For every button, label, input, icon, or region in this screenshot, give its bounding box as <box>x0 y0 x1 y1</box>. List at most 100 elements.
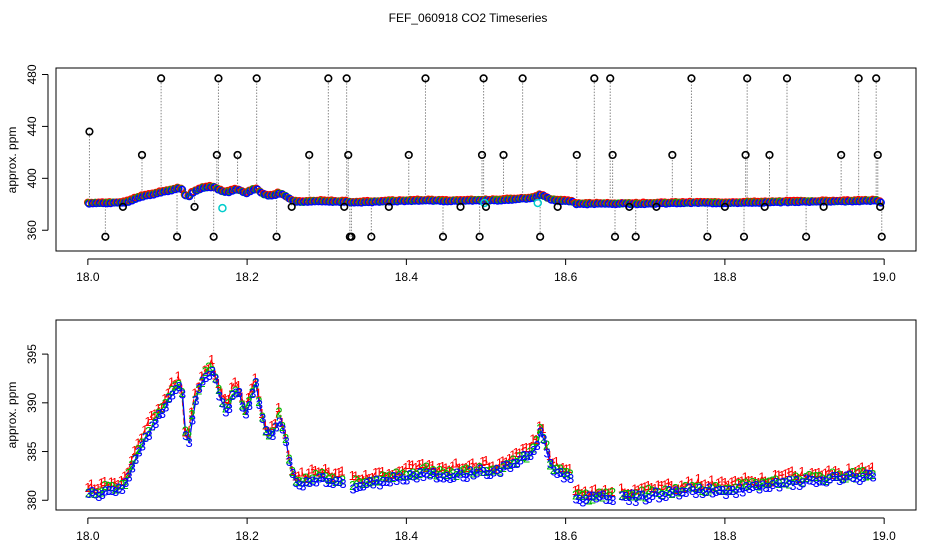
bottom-series-marker: 2 <box>178 385 185 400</box>
bottom-series-marker: 3 <box>863 466 870 481</box>
bottom-series-marker: 1 <box>852 464 859 479</box>
bottom-series-marker: 3 <box>393 473 400 488</box>
bottom-series-marker: 3 <box>635 488 642 503</box>
bottom-series-marker: 3 <box>586 488 593 503</box>
bottom-series-marker: 2 <box>456 464 463 479</box>
bottom-series-marker: 2 <box>652 485 659 500</box>
top-spike-point <box>252 74 261 83</box>
bottom-series-marker: 3 <box>799 476 806 491</box>
top-spike-point <box>118 202 127 211</box>
bottom-series-marker: 3 <box>609 493 616 508</box>
bottom-series-marker: 2 <box>832 469 839 484</box>
bottom-series-marker: 1 <box>772 467 779 482</box>
bottom-series-marker: 1 <box>429 458 436 473</box>
bottom-series-marker: 2 <box>255 394 262 409</box>
bottom-series-marker: 2 <box>128 458 135 473</box>
bottom-series-marker: 2 <box>426 466 433 481</box>
bottom-series-marker: 2 <box>182 424 189 439</box>
bottom-series-marker: 1 <box>151 407 158 422</box>
bottom-series-marker: 1 <box>395 464 402 479</box>
bottom-series-marker: 1 <box>572 483 579 498</box>
bottom-series-marker: 3 <box>689 483 696 498</box>
top-spike-point <box>782 74 792 83</box>
bottom-series-marker: 3 <box>189 413 196 428</box>
top-spike-point <box>610 232 620 241</box>
bottom-series-marker: 2 <box>329 471 336 486</box>
bottom-series-marker: 3 <box>192 393 199 408</box>
bottom-series-marker: 1 <box>335 465 342 480</box>
bottom-series-marker: 1 <box>178 382 185 397</box>
top-spike-point <box>837 150 846 160</box>
top-spike-point <box>625 202 634 211</box>
top-spike-point <box>854 74 863 83</box>
bottom-series-marker: 3 <box>239 400 246 415</box>
bottom-series-marker: 1 <box>526 440 533 455</box>
bottom-series-marker: 1 <box>708 473 715 488</box>
bottom-series-marker: 2 <box>782 475 789 490</box>
bottom-series-marker: 2 <box>265 428 272 443</box>
bot-y-tick-label: 385 <box>25 441 39 461</box>
bottom-series-marker: 2 <box>252 375 259 390</box>
top-cyan-point <box>218 203 227 213</box>
bottom-series-marker: 2 <box>869 467 876 482</box>
bottom-series-marker: 2 <box>702 484 709 499</box>
bottom-series-marker: 1 <box>215 376 222 391</box>
bottom-series-marker: 2 <box>476 460 483 475</box>
bottom-series-marker: 1 <box>165 385 172 400</box>
bottom-series-labels: 1111111111111111111111111111111111111111… <box>84 352 877 510</box>
bottom-series-marker: 3 <box>202 370 209 385</box>
bottom-series-marker: 1 <box>124 464 131 479</box>
bottom-series-marker: 1 <box>161 391 168 406</box>
top-spike-point <box>212 150 221 160</box>
bottom-series-marker: 1 <box>261 417 268 432</box>
bottom-series-marker: 2 <box>88 486 95 501</box>
bottom-series-marker: 1 <box>519 441 526 456</box>
bottom-series-line-2 <box>575 492 613 501</box>
bottom-series-marker: 3 <box>242 406 249 421</box>
bottom-series-marker: 3 <box>870 469 877 484</box>
bottom-series-marker: 1 <box>701 477 708 492</box>
bottom-series-marker: 1 <box>681 480 688 495</box>
bottom-series-marker: 3 <box>726 483 733 498</box>
bottom-series-marker: 1 <box>762 473 769 488</box>
bottom-series-marker: 1 <box>198 368 205 383</box>
bottom-series-marker: 2 <box>592 488 599 503</box>
top-y-tick-label: 480 <box>25 64 39 84</box>
bottom-series-marker: 2 <box>572 488 579 503</box>
bottom-series-marker: 2 <box>785 477 792 492</box>
bottom-series-marker: 3 <box>420 469 427 484</box>
bottom-series-marker: 1 <box>566 461 573 476</box>
bottom-series-marker: 3 <box>85 486 92 501</box>
bottom-series-marker: 3 <box>622 489 629 504</box>
bottom-series-marker: 3 <box>793 473 800 488</box>
bottom-series-marker: 1 <box>375 465 382 480</box>
bottom-series-marker: 2 <box>202 364 209 379</box>
bottom-series-marker: 3 <box>453 466 460 481</box>
bottom-series-marker: 2 <box>299 474 306 489</box>
top-spike-point <box>477 150 487 160</box>
bottom-series-marker: 1 <box>328 470 335 485</box>
bottom-series-marker: 1 <box>785 465 792 480</box>
bottom-series-marker: 2 <box>289 464 296 479</box>
top-spike-point <box>233 150 242 160</box>
bottom-series-marker: 1 <box>412 460 419 475</box>
bottom-series-marker: 3 <box>779 475 786 490</box>
bottom-series-marker: 3 <box>789 478 796 493</box>
bottom-series-marker: 3 <box>629 487 636 502</box>
bottom-series-marker: 2 <box>175 377 182 392</box>
bottom-series-marker: 1 <box>549 456 556 471</box>
bottom-series-marker: 2 <box>705 484 712 499</box>
bottom-series-marker: 1 <box>849 465 856 480</box>
bottom-series-marker: 3 <box>619 489 626 504</box>
bottom-series-marker: 2 <box>609 485 616 500</box>
bottom-series-marker: 3 <box>759 477 766 492</box>
bottom-series-marker: 3 <box>182 428 189 443</box>
bottom-series-marker: 2 <box>829 466 836 481</box>
bottom-series-marker: 1 <box>372 465 379 480</box>
bottom-series-marker: 1 <box>476 460 483 475</box>
top-y-tick-label: 440 <box>25 116 39 136</box>
bottom-series-marker: 2 <box>369 474 376 489</box>
bottom-series-marker: 2 <box>292 474 299 489</box>
bottom-series-marker: 2 <box>745 478 752 493</box>
